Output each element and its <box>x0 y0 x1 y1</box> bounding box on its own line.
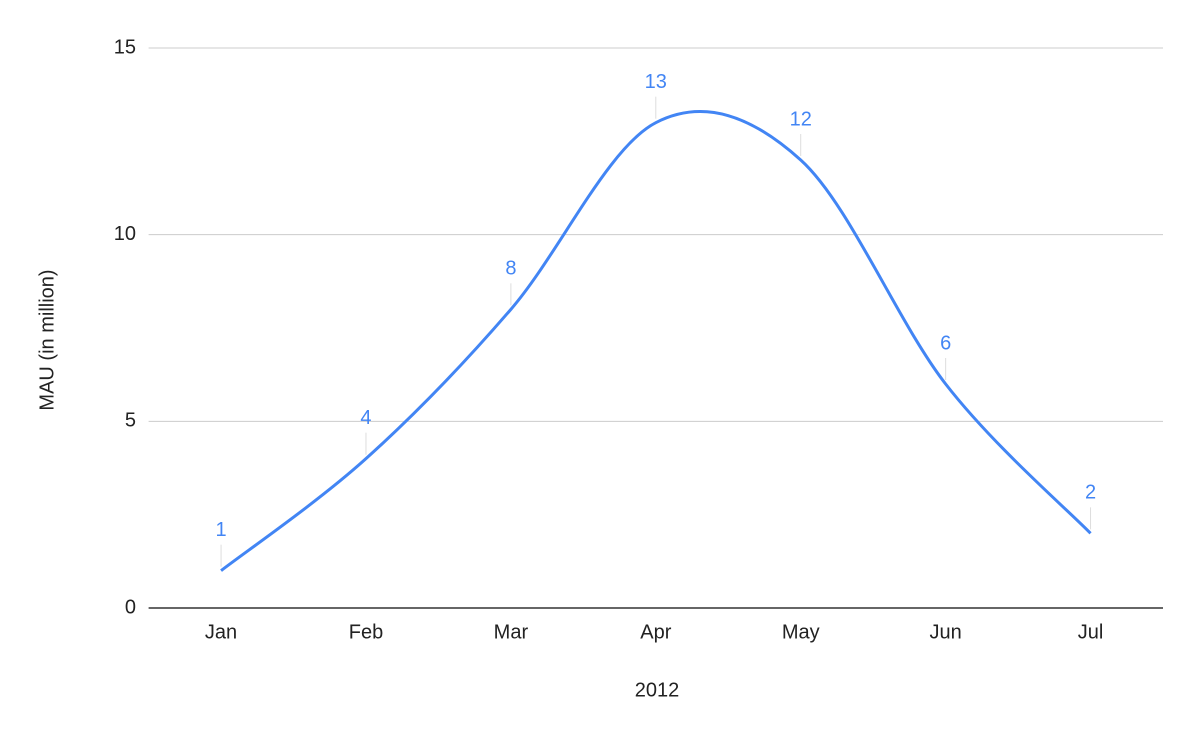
data-label: 13 <box>645 71 667 93</box>
data-label: 2 <box>1085 482 1096 504</box>
x-tick-label: Jan <box>205 621 237 643</box>
x-tick-label: Mar <box>494 621 529 643</box>
x-tick-label: Jul <box>1078 621 1104 643</box>
line <box>220 110 1092 572</box>
x-tick-label: Feb <box>349 621 383 643</box>
y-tick-label: 5 <box>125 410 136 432</box>
y-tick-label: 15 <box>114 36 136 58</box>
y-axis-label: MAU (in million) <box>36 269 58 410</box>
x-tick-label: Jun <box>930 621 962 643</box>
x-axis-label: 2012 <box>635 679 680 701</box>
data-label: 1 <box>215 519 226 541</box>
y-tick-label: 0 <box>125 596 136 618</box>
data-label: 4 <box>360 407 371 429</box>
y-tick-label: 10 <box>114 223 136 245</box>
x-tick-label: Apr <box>640 621 671 643</box>
data-label: 6 <box>940 332 951 354</box>
x-tick-label: May <box>782 621 820 643</box>
data-label: 8 <box>505 258 516 280</box>
data-label: 12 <box>790 108 812 130</box>
